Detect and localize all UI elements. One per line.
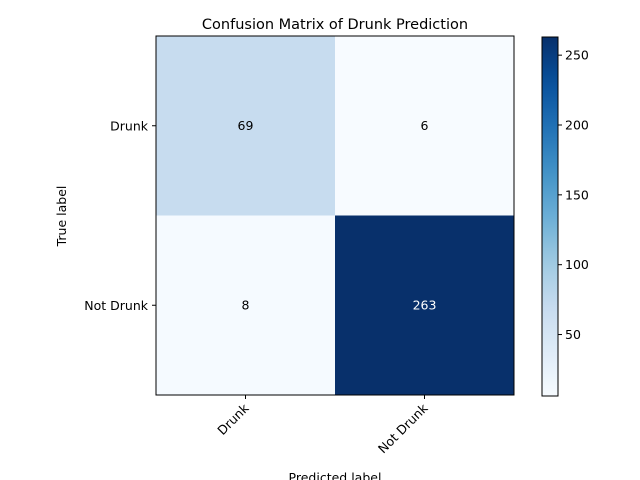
- colorbar-tick-label-0: 50: [565, 327, 581, 342]
- cell-value-0-1: 6: [421, 118, 429, 133]
- heatmap-cell-0-0: [156, 36, 336, 216]
- heatmap-cell-0-1: [335, 36, 515, 216]
- heatmap-cell-1-0: [156, 215, 336, 396]
- colorbar: [541, 36, 559, 397]
- y-axis-label: True label: [54, 186, 69, 248]
- chart-title: Confusion Matrix of Drunk Prediction: [202, 17, 468, 33]
- y-tick-label-0: Drunk: [110, 118, 149, 133]
- heatmap-cell-1-1: [335, 215, 515, 396]
- colorbar-tick-label-1: 100: [565, 257, 589, 272]
- cell-value-0-0: 69: [238, 118, 254, 133]
- x-tick-label-1: Not Drunk: [375, 400, 431, 456]
- cell-value-1-1: 263: [413, 297, 437, 312]
- y-tick-label-1: Not Drunk: [84, 298, 148, 313]
- colorbar-tick-label-4: 250: [565, 48, 589, 63]
- cell-value-1-0: 8: [242, 297, 250, 312]
- colorbar-tick-label-2: 150: [565, 187, 589, 202]
- x-axis-label: Predicted label: [289, 470, 382, 480]
- x-tick-label-0: Drunk: [214, 400, 252, 438]
- heatmap-frame: [155, 35, 515, 396]
- colorbar-tick-label-3: 200: [565, 118, 589, 133]
